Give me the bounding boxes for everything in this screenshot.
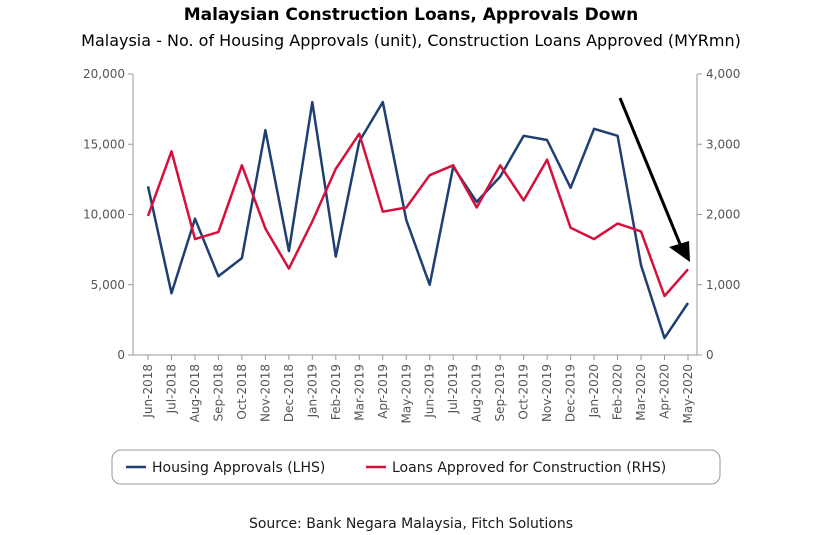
right-tick-label: 4,000 [706,67,740,81]
right-axis: 0 1,000 2,000 3,000 4,000 [696,67,740,362]
x-tick-label: Apr-2019 [376,364,390,419]
chart-subtitle: Malaysia - No. of Housing Approvals (uni… [81,31,741,50]
chart-title: Malaysian Construction Loans, Approvals … [184,5,639,25]
x-tick-label: Jun-2018 [141,364,155,419]
trend-arrow-shaft [618,97,682,245]
legend-box [111,449,721,485]
left-tick-label: 0 [117,348,125,362]
x-tick-label: Nov-2019 [540,364,554,422]
legend-label-loans: Loans Approved for Construction (RHS) [392,460,666,476]
x-tick-label: Sep-2019 [493,364,507,422]
plot-lines [146,100,690,340]
right-tick-label: 3,000 [706,137,740,151]
left-tick-label: 10,000 [83,208,125,222]
left-tick-label: 15,000 [83,137,125,151]
x-tick-label: May-2019 [399,364,413,423]
left-tick-label: 20,000 [83,67,125,81]
right-tick-label: 2,000 [706,208,740,222]
series-line-housing-approvals [146,100,690,340]
x-tick-label: Feb-2020 [611,364,625,420]
x-tick-label: Jun-2019 [423,364,437,419]
x-tick-label: Sep-2018 [211,364,225,422]
x-tick-label: Jan-2019 [305,364,319,418]
x-tick-label: Jan-2020 [587,364,601,418]
right-tick-label: 0 [706,348,714,362]
trend-arrow-head [669,241,690,262]
x-tick-label: Feb-2019 [329,364,343,420]
x-tick-label: Mar-2020 [634,364,648,421]
x-tick-label: Mar-2019 [352,364,366,421]
left-tick-label: 5,000 [91,278,125,292]
legend-label-housing: Housing Approvals (LHS) [152,460,325,476]
x-tick-label: Aug-2019 [470,364,484,422]
x-tick-label: Jul-2019 [446,364,460,414]
x-tick-label: Jul-2018 [164,364,178,414]
x-tick-label: Dec-2018 [282,364,296,422]
x-tick-label: Apr-2020 [658,364,672,419]
x-axis: Jun-2018 Jul-2018 Aug-2018 Sep-2018 Oct-2018… [133,354,697,423]
x-tick-label: May-2020 [681,364,695,423]
x-tick-label: Oct-2018 [235,364,249,420]
trend-arrow [618,97,690,262]
legend: Housing Approvals (LHS) Loans Approved f… [111,449,721,485]
x-tick-label: Dec-2019 [564,364,578,422]
series-line-construction-loans [146,132,689,298]
right-tick-label: 1,000 [706,278,740,292]
left-axis: 0 5,000 10,000 15,000 20,000 [83,67,134,362]
source-note: Source: Bank Negara Malaysia, Fitch Solu… [249,516,573,532]
x-tick-label: Aug-2018 [188,364,202,422]
x-tick-label: Oct-2019 [517,364,531,420]
x-tick-label: Nov-2018 [258,364,272,422]
